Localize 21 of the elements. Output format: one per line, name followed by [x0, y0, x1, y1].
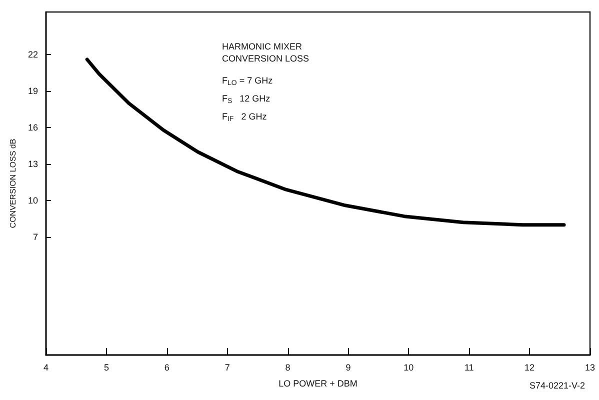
annotation: HARMONIC MIXER — [222, 42, 303, 52]
y-tick-label: 19 — [28, 86, 38, 96]
x-tick-label: 9 — [346, 362, 351, 372]
y-tick-label: 22 — [28, 50, 38, 60]
x-tick-label: 4 — [43, 362, 49, 372]
x-tick-label: 8 — [285, 362, 290, 372]
x-tick-label: 12 — [524, 362, 535, 372]
x-tick-label: 10 — [404, 362, 414, 372]
x-axis-title: LO POWER + DBM — [278, 378, 358, 388]
y-tick-label: 16 — [28, 122, 38, 133]
annotation: CONVERSION LOSS — [222, 54, 310, 64]
y-tick-label: 13 — [28, 159, 38, 170]
x-tick-label: 5 — [104, 362, 109, 372]
x-tick-label: 13 — [584, 362, 596, 372]
x-tick-label: 6 — [164, 362, 170, 372]
x-tick-label: 7 — [224, 362, 230, 372]
y-axis-title: CONVERSION LOSS dB — [8, 138, 18, 228]
x-tick-label: 11 — [464, 362, 474, 372]
y-tick-label: 7 — [32, 232, 38, 242]
y-tick-label: 10 — [28, 196, 38, 206]
text: S74-0221-V-2 — [529, 380, 586, 390]
